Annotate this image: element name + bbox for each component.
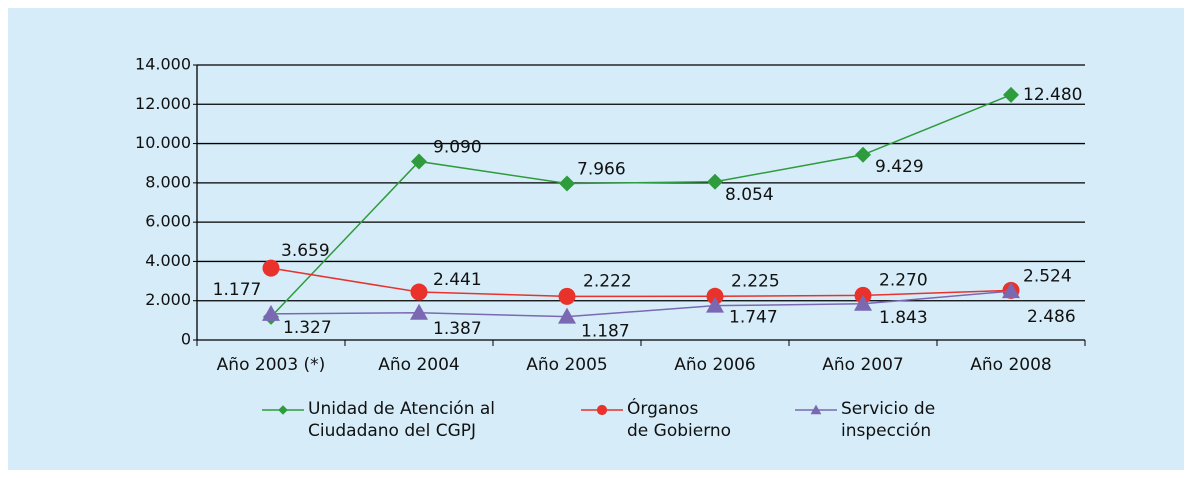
y-tick-label: 6.000 xyxy=(145,212,191,231)
data-label: 2.486 xyxy=(1027,307,1076,327)
data-label: 1.327 xyxy=(283,318,332,338)
legend-label: Órganos de Gobierno xyxy=(627,399,732,441)
data-label: 9.090 xyxy=(433,137,482,157)
data-label: 1.187 xyxy=(581,322,630,342)
marker xyxy=(854,294,872,311)
series-line xyxy=(270,94,1012,318)
x-tick-label: Año 2008 xyxy=(970,355,1051,375)
y-tick-label: 14.000 xyxy=(135,55,191,74)
marker xyxy=(1002,282,1020,299)
marker xyxy=(410,303,428,320)
chart-background xyxy=(8,8,1184,470)
data-label: 7.966 xyxy=(577,160,626,180)
legend-marker xyxy=(278,405,288,415)
data-label: 2.270 xyxy=(879,270,928,290)
marker xyxy=(558,287,576,305)
x-tick-label: Año 2005 xyxy=(526,355,607,375)
marker xyxy=(558,307,576,324)
data-label: 3.659 xyxy=(281,241,330,261)
legend-marker xyxy=(596,404,608,416)
marker xyxy=(1003,86,1019,103)
x-tick-label: Año 2003 (*) xyxy=(217,355,326,375)
data-label: 2.524 xyxy=(1023,266,1072,286)
marker xyxy=(706,296,724,313)
series-line xyxy=(270,267,1012,298)
legend-marker xyxy=(810,404,822,415)
marker xyxy=(410,283,428,301)
marker xyxy=(706,287,724,305)
y-tick-label: 2.000 xyxy=(145,290,191,309)
marker xyxy=(262,304,280,321)
x-tick-label: Año 2007 xyxy=(822,355,903,375)
y-tick-label: 4.000 xyxy=(145,251,191,270)
series-line xyxy=(270,290,1012,318)
data-label: 1.177 xyxy=(213,280,262,300)
x-tick-label: Año 2006 xyxy=(674,355,755,375)
data-label: 1.843 xyxy=(879,308,928,328)
marker xyxy=(262,259,280,277)
y-tick-label: 0 xyxy=(181,330,191,349)
data-label: 2.441 xyxy=(433,270,482,290)
marker xyxy=(411,153,427,170)
data-label: 8.054 xyxy=(725,185,774,205)
data-label: 1.387 xyxy=(433,319,482,339)
y-tick-label: 10.000 xyxy=(135,133,191,152)
y-tick-label: 12.000 xyxy=(135,94,191,113)
marker xyxy=(707,173,723,190)
legend-label: Unidad de Atención al Ciudadano del CGPJ xyxy=(308,399,496,441)
marker xyxy=(559,175,575,192)
data-label: 9.429 xyxy=(875,157,924,177)
data-label: 2.222 xyxy=(583,271,632,291)
data-label: 2.225 xyxy=(731,271,780,291)
legend-label: Servicio de inspección xyxy=(841,399,936,441)
y-tick-label: 8.000 xyxy=(145,172,191,191)
data-label: 12.480 xyxy=(1023,85,1082,105)
x-tick-label: Año 2004 xyxy=(378,355,459,375)
data-label: 1.747 xyxy=(729,308,778,328)
marker xyxy=(855,146,871,163)
